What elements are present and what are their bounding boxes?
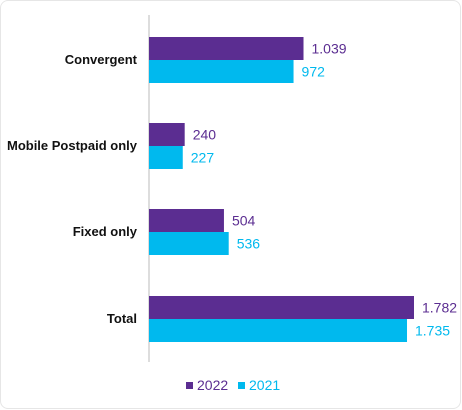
category-label: Convergent bbox=[65, 52, 138, 67]
data-label-2022: 1.782 bbox=[422, 300, 457, 316]
legend-label-2021: 2021 bbox=[249, 377, 280, 393]
data-label-2021: 1.735 bbox=[415, 323, 450, 339]
bar-2022 bbox=[149, 296, 414, 319]
data-label-2021: 536 bbox=[237, 236, 261, 252]
bar-2022 bbox=[149, 37, 304, 60]
bar-2022 bbox=[149, 209, 224, 232]
data-label-2021: 227 bbox=[191, 150, 215, 166]
bar-2021 bbox=[149, 319, 408, 342]
legend-swatch-2021 bbox=[238, 382, 245, 389]
legend-swatch-2022 bbox=[186, 382, 193, 389]
bar-2021 bbox=[149, 60, 294, 83]
bar-2022 bbox=[149, 123, 185, 146]
legend-label-2022: 2022 bbox=[197, 377, 228, 393]
category-label: Mobile Postpaid only bbox=[7, 138, 138, 153]
bar-2021 bbox=[149, 232, 229, 255]
category-label: Fixed only bbox=[73, 224, 138, 239]
data-label-2021: 972 bbox=[302, 64, 326, 80]
data-label-2022: 1.039 bbox=[312, 41, 347, 57]
data-label-2022: 504 bbox=[232, 213, 256, 229]
bar-2021 bbox=[149, 146, 183, 169]
data-label-2022: 240 bbox=[193, 127, 217, 143]
category-label: Total bbox=[107, 311, 137, 326]
